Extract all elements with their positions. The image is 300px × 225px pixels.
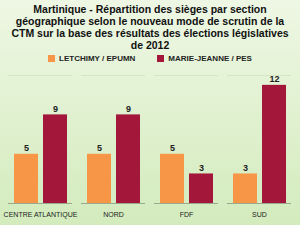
svg-text:12: 12 xyxy=(269,74,279,84)
html-text:Martinique - Répartition des s: Martinique - Répartition des sièges par … xyxy=(11,3,289,51)
svg-text:3: 3 xyxy=(243,163,248,173)
svg-text:CENTRE ATLANTIQUE: CENTRE ATLANTIQUE xyxy=(4,211,78,219)
svg-text:5: 5 xyxy=(97,143,102,153)
svg-text:3: 3 xyxy=(199,163,204,173)
svg-text:NORD: NORD xyxy=(103,211,124,218)
html-text:MARIE-JEANNE / PES: MARIE-JEANNE / PES xyxy=(168,54,252,63)
svg-text:SUD: SUD xyxy=(252,211,267,218)
svg-text:5: 5 xyxy=(170,143,175,153)
svg-text:FDF: FDF xyxy=(180,211,194,218)
svg-text:9: 9 xyxy=(53,104,58,114)
svg-text:9: 9 xyxy=(126,104,131,114)
svg-text:5: 5 xyxy=(24,143,29,153)
html-text:LETCHIMY / EPUMN: LETCHIMY / EPUMN xyxy=(59,54,136,63)
